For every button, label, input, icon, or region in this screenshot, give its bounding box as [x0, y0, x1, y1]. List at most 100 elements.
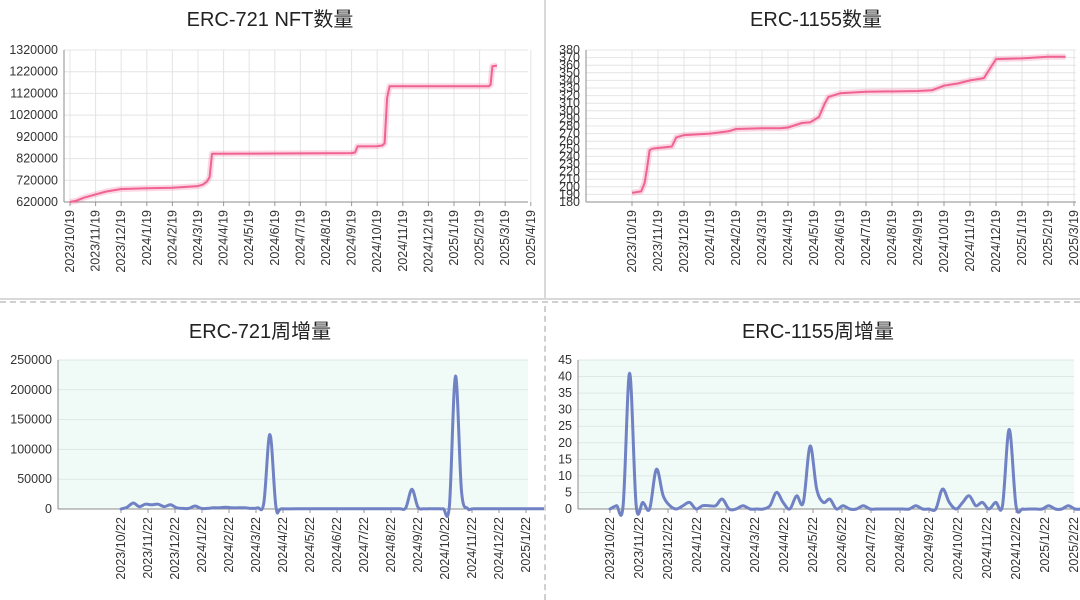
x-tick-label: 2024/3/22 [748, 517, 762, 573]
chart-title: ERC-1155周增量 [742, 320, 894, 343]
y-tick-label: 290 [559, 111, 580, 125]
x-tick-label: 2024/6/22 [835, 517, 849, 573]
x-tick-label: 2023/10/19 [63, 210, 77, 273]
y-tick-label: 370 [559, 51, 580, 65]
series-line [608, 371, 1080, 517]
y-tick-label: 250000 [10, 353, 52, 367]
y-tick-label: 220 [559, 165, 580, 179]
x-tick-label: 2023/11/22 [632, 517, 646, 579]
y-tick-label: 300 [559, 104, 580, 118]
x-tick-label: 2024/5/19 [807, 210, 821, 266]
chart-panel-erc1155-total: ERC-1155数量 180 190 200 210 220 230 240 250 260 27… [546, 0, 1080, 300]
x-tick-label: 2025/1/22 [519, 517, 533, 573]
x-tick-label: 2024/10/22 [438, 517, 452, 580]
x-tick-label: 2024/4/19 [781, 210, 795, 266]
erc1155-weekly-chart: ERC-1155周增量 0 5 10 15 20 25 30 35 40 45 2023/10/22… [558, 320, 1080, 580]
y-tick-label: 820000 [16, 152, 58, 166]
series-line [631, 55, 1066, 194]
erc721-weekly-chart: ERC-721周增量 0 50000 100000 150000 200000 25000… [10, 320, 544, 580]
x-tick-label: 2024/12/19 [421, 210, 435, 273]
chart-panel-erc721-total: ERC-721 NFT数量 620000 720000 820000 920000 10… [0, 0, 546, 300]
chart-title: ERC-721周增量 [189, 320, 331, 343]
series-line [119, 374, 544, 518]
x-tick-label: 2025/3/19 [1067, 210, 1080, 266]
y-tick-label: 340 [559, 73, 580, 87]
y-tick-label: 180 [559, 195, 580, 209]
y-tick-label: 150000 [10, 413, 52, 427]
y-tick-label: 310 [559, 96, 580, 110]
x-tick-label: 2024/1/19 [140, 210, 154, 266]
x-tick-label: 2024/7/22 [357, 517, 371, 573]
x-tick-label: 2024/11/22 [465, 517, 479, 579]
x-tick-label: 2025/1/19 [447, 210, 461, 266]
y-tick-label: 620000 [16, 195, 58, 209]
x-tick-label: 2024/12/19 [989, 210, 1003, 273]
x-tick-label: 2024/10/19 [937, 210, 951, 273]
x-tick-label: 2023/10/22 [114, 517, 128, 580]
x-tick-label: 2024/2/22 [222, 517, 236, 573]
x-tick-label: 2023/11/19 [651, 210, 665, 272]
x-tick-label: 2024/7/19 [859, 210, 873, 266]
x-tick-label: 2024/10/22 [951, 517, 965, 580]
y-tick-label: 20 [558, 436, 572, 450]
y-tick-label: 270 [559, 127, 580, 141]
x-tick-label: 2024/8/19 [319, 210, 333, 266]
y-tick-label: 720000 [16, 173, 58, 187]
y-tick-label: 920000 [16, 130, 58, 144]
x-tick-label: 2025/1/19 [1015, 210, 1029, 266]
y-tick-label: 40 [558, 370, 572, 384]
x-tick-label: 2024/9/19 [911, 210, 925, 266]
y-tick-label: 200 [559, 180, 580, 194]
y-tick-label: 380 [559, 43, 580, 57]
x-tick-label: 2025/2/19 [1041, 210, 1055, 266]
x-tick-label: 2024/11/22 [980, 517, 994, 579]
y-tick-label: 5 [565, 485, 572, 499]
y-tick-label: 240 [559, 149, 580, 163]
x-tick-label: 2024/9/19 [345, 210, 359, 266]
x-tick-label: 2024/6/19 [268, 210, 282, 266]
x-tick-label: 2024/12/22 [492, 517, 506, 580]
x-tick-label: 2024/5/19 [242, 210, 256, 266]
x-tick-label: 2023/12/19 [677, 210, 691, 273]
y-tick-label: 1220000 [9, 65, 58, 79]
y-tick-label: 50000 [17, 472, 52, 486]
x-tick-label: 2023/11/22 [141, 517, 155, 579]
x-tick-label: 2024/3/19 [755, 210, 769, 266]
x-tick-label: 2025/3/19 [498, 210, 512, 266]
y-tick-label: 320 [559, 89, 580, 103]
x-tick-label: 2023/12/19 [114, 210, 128, 273]
y-tick-label: 0 [565, 502, 572, 516]
x-tick-label: 2025/2/22 [1067, 517, 1080, 573]
y-tick-label: 190 [559, 187, 580, 201]
x-tick-label: 2024/11/19 [396, 210, 410, 272]
x-tick-label: 2024/8/19 [885, 210, 899, 266]
chart-panel-erc721-weekly: ERC-721周增量 0 50000 100000 150000 200000 25000… [0, 306, 546, 600]
x-tick-label: 2024/5/22 [806, 517, 820, 573]
x-tick-label: 2024/3/19 [191, 210, 205, 266]
x-tick-label: 2023/10/22 [603, 517, 617, 580]
x-tick-label: 2023/10/19 [625, 210, 639, 273]
y-tick-label: 210 [559, 172, 580, 186]
erc1155-total-chart: ERC-1155数量 18019020021022023024025026027… [559, 8, 1080, 273]
x-tick-label: 2024/9/22 [411, 517, 425, 573]
x-tick-label: 2024/5/22 [303, 517, 317, 573]
x-tick-label: 2024/10/19 [370, 210, 384, 273]
x-tick-label: 2024/2/19 [729, 210, 743, 266]
y-tick-label: 1120000 [10, 86, 58, 100]
y-tick-label: 1020000 [9, 108, 58, 122]
y-tick-label: 230 [559, 157, 580, 171]
y-tick-label: 0 [45, 502, 52, 516]
x-tick-label: 2024/12/22 [1009, 517, 1023, 580]
x-tick-label: 2024/2/22 [719, 517, 733, 573]
y-tick-label: 10 [558, 469, 572, 483]
y-tick-label: 15 [558, 452, 572, 466]
erc721-total-chart: ERC-721 NFT数量 620000 720000 820000 920000 10… [9, 8, 537, 273]
x-tick-label: 2025/2/19 [473, 210, 487, 266]
y-tick-label: 25 [558, 419, 572, 433]
x-tick-label: 2024/1/19 [703, 210, 717, 266]
x-tick-label: 2024/4/22 [777, 517, 791, 573]
x-tick-label: 2023/12/22 [168, 517, 182, 580]
y-tick-label: 45 [558, 353, 572, 367]
y-tick-label: 1320000 [9, 43, 58, 57]
y-tick-label: 35 [558, 386, 572, 400]
